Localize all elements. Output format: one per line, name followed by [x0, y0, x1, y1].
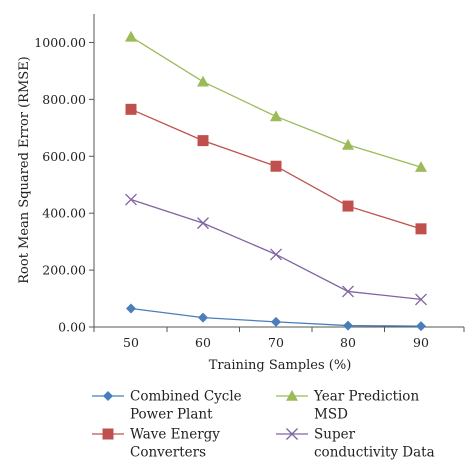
data-point-wave-energy-converters — [270, 160, 282, 172]
data-point-wave-energy-converters — [125, 103, 137, 115]
y-axis-title: Root Mean Squared Error (RMSE) — [17, 56, 32, 284]
data-point-super-conductivity-data — [415, 293, 427, 306]
data-point-super-conductivity-data — [125, 193, 137, 206]
data-point-super-conductivity-data — [270, 248, 282, 261]
data-point-wave-energy-converters — [197, 135, 209, 147]
data-point-year-prediction-msd — [270, 110, 282, 122]
legend-swatch-marker — [102, 428, 114, 440]
data-point-combined-cycle-power-plant — [126, 303, 136, 314]
data-point-year-prediction-msd — [342, 138, 354, 150]
legend-swatch-marker — [103, 391, 113, 401]
data-point-combined-cycle-power-plant — [416, 321, 426, 332]
data-point-combined-cycle-power-plant — [271, 316, 281, 327]
data-point-year-prediction-msd — [125, 30, 137, 42]
legend-label: Converters — [130, 445, 206, 461]
data-point-super-conductivity-data — [197, 217, 209, 230]
legend-swatch-marker — [286, 390, 298, 401]
x-tick-label: 80 — [340, 335, 356, 350]
data-point-year-prediction-msd — [197, 75, 209, 87]
legend-swatch-marker — [286, 428, 298, 440]
legend-item-wave-energy-converters: Wave Energy Converters — [92, 427, 220, 461]
axes — [93, 14, 464, 328]
y-axis-ticks: 0.00 200.00 400.00 600.00 800.00 1000.00 — [34, 35, 94, 335]
legend-item-super-conductivity-data: Super conductivity Data — [276, 427, 435, 461]
legend-label: Combined Cycle — [130, 389, 242, 405]
x-tick-label: 70 — [268, 335, 284, 350]
data-point-combined-cycle-power-plant — [343, 320, 353, 331]
data-point-year-prediction-msd — [415, 161, 427, 172]
data-point-combined-cycle-power-plant — [198, 312, 208, 323]
x-axis-title: Training Samples (%) — [209, 358, 352, 373]
y-tick-label: 800.00 — [42, 92, 86, 107]
series-line-super-conductivity-data — [130, 198, 422, 301]
legend-label: Power Plant — [130, 407, 213, 423]
y-tick-label: 600.00 — [42, 149, 86, 164]
legend-item-year-prediction-msd: Year Prediction MSD — [276, 389, 419, 423]
x-axis-ticks: 50 60 70 80 90 — [93, 327, 465, 350]
y-tick-label: 0.00 — [58, 320, 86, 335]
y-tick-label: 200.00 — [42, 263, 86, 278]
x-tick-label: 60 — [195, 335, 211, 350]
x-tick-label: 90 — [413, 335, 429, 350]
data-point-wave-energy-converters — [415, 223, 427, 235]
legend-label: Wave Energy — [130, 427, 220, 443]
y-tick-label: 1000.00 — [34, 35, 86, 50]
legend-item-combined-cycle-power-plant: Combined Cycle Power Plant — [92, 389, 242, 423]
y-tick-label: 400.00 — [42, 206, 86, 221]
legend: Combined Cycle Power Plant Year Prediction… — [92, 389, 435, 461]
series-line-year-prediction-msd — [130, 36, 422, 168]
legend-label: Super — [314, 427, 356, 443]
x-tick-label: 50 — [123, 335, 139, 350]
data-point-super-conductivity-data — [342, 285, 354, 298]
legend-label: MSD — [314, 407, 348, 423]
legend-label: conductivity Data — [314, 445, 435, 461]
data-point-wave-energy-converters — [342, 200, 354, 212]
series-lines — [130, 36, 422, 327]
series-markers — [125, 30, 427, 332]
legend-label: Year Prediction — [313, 389, 419, 405]
